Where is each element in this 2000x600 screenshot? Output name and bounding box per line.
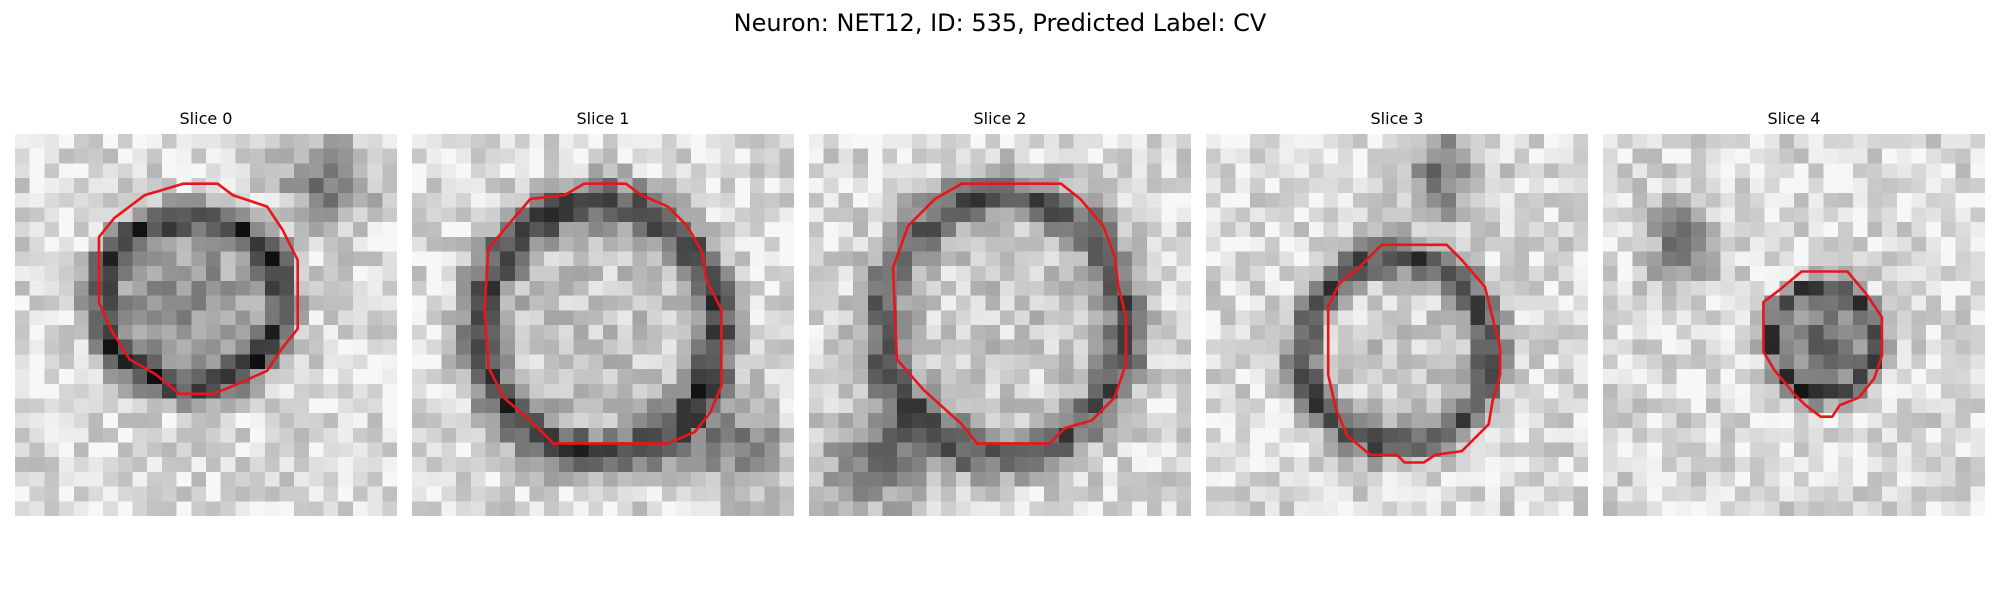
- slice-title: Slice 1: [576, 109, 630, 128]
- slice-panel-0: Slice 0: [15, 108, 397, 516]
- slice-title: Slice 4: [1767, 109, 1821, 128]
- slice-image-3: [1206, 134, 1588, 516]
- segmentation-contour: [891, 182, 1128, 445]
- slice-panel-2: Slice 2: [809, 108, 1191, 516]
- segmentation-contour: [1762, 270, 1884, 419]
- slice-panel-3: Slice 3: [1206, 108, 1588, 516]
- pixel-grid: [1603, 134, 1985, 516]
- slice-panel-1: Slice 1: [412, 108, 794, 516]
- figure-title: Neuron: NET12, ID: 535, Predicted Label:…: [733, 9, 1267, 37]
- segmentation-contour: [483, 182, 723, 445]
- pixel-grid: [15, 134, 397, 516]
- slice-image-2: [809, 134, 1191, 516]
- slice-title: Slice 0: [179, 109, 233, 128]
- segmentation-contour: [1326, 243, 1502, 464]
- slice-image-0: [15, 134, 397, 516]
- slice-image-1: [412, 134, 794, 516]
- pixel-grid: [1206, 134, 1588, 516]
- slice-title: Slice 3: [1370, 109, 1424, 128]
- segmentation-contour: [97, 182, 300, 396]
- slice-panel-4: Slice 4: [1603, 108, 1985, 516]
- pixel-grid: [809, 134, 1191, 516]
- pixel-grid: [412, 134, 794, 516]
- slice-title: Slice 2: [973, 109, 1027, 128]
- slice-image-4: [1603, 134, 1985, 516]
